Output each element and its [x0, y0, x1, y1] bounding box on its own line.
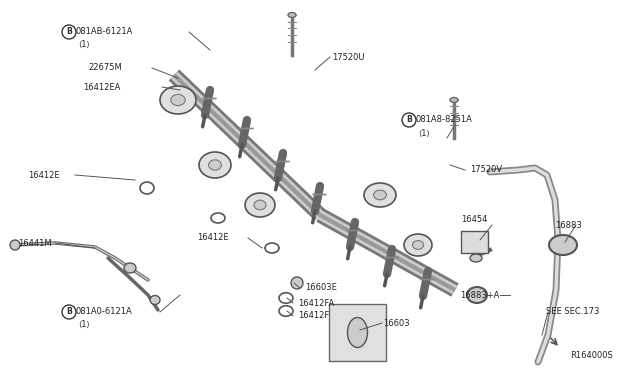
Ellipse shape: [374, 190, 387, 200]
Ellipse shape: [549, 235, 577, 255]
Text: 17520U: 17520U: [332, 52, 365, 61]
Text: 16883: 16883: [555, 221, 582, 230]
Ellipse shape: [209, 160, 221, 170]
Text: 16441M: 16441M: [18, 238, 52, 247]
Text: 16412EA: 16412EA: [83, 83, 120, 92]
Ellipse shape: [171, 94, 185, 106]
Text: B: B: [406, 115, 412, 125]
Ellipse shape: [160, 86, 196, 114]
Text: B: B: [66, 28, 72, 36]
Text: SEE SEC.173: SEE SEC.173: [546, 308, 600, 317]
Text: 081A0-6121A: 081A0-6121A: [75, 308, 132, 317]
Text: 17520V: 17520V: [470, 166, 502, 174]
Ellipse shape: [348, 317, 367, 347]
Text: ⟨1⟩: ⟨1⟩: [78, 39, 90, 48]
Text: 081AB-6121A: 081AB-6121A: [75, 28, 132, 36]
Ellipse shape: [450, 97, 458, 103]
Ellipse shape: [470, 254, 482, 262]
Text: B: B: [66, 308, 72, 317]
Text: ⟨1⟩: ⟨1⟩: [78, 320, 90, 328]
FancyBboxPatch shape: [461, 231, 488, 253]
Text: 16412FA: 16412FA: [298, 298, 334, 308]
FancyBboxPatch shape: [329, 304, 386, 361]
Text: 16454: 16454: [461, 215, 488, 224]
Ellipse shape: [288, 13, 296, 17]
Ellipse shape: [412, 241, 424, 249]
Ellipse shape: [404, 234, 432, 256]
Ellipse shape: [291, 277, 303, 289]
Text: 16603: 16603: [383, 318, 410, 327]
Ellipse shape: [10, 240, 20, 250]
Text: ⟨1⟩: ⟨1⟩: [418, 128, 429, 138]
Ellipse shape: [124, 263, 136, 273]
Text: 16603E: 16603E: [305, 283, 337, 292]
Ellipse shape: [254, 200, 266, 210]
Ellipse shape: [150, 295, 160, 305]
Text: 16412F: 16412F: [298, 311, 329, 321]
Text: 22675M: 22675M: [88, 64, 122, 73]
Text: 16412E: 16412E: [28, 170, 60, 180]
Text: 16883+A: 16883+A: [460, 291, 499, 299]
Text: R164000S: R164000S: [570, 350, 612, 359]
Text: 16412E: 16412E: [197, 234, 228, 243]
Ellipse shape: [245, 193, 275, 217]
Text: 081A8-8251A: 081A8-8251A: [415, 115, 472, 125]
Ellipse shape: [364, 183, 396, 207]
Ellipse shape: [467, 287, 487, 303]
Ellipse shape: [199, 152, 231, 178]
